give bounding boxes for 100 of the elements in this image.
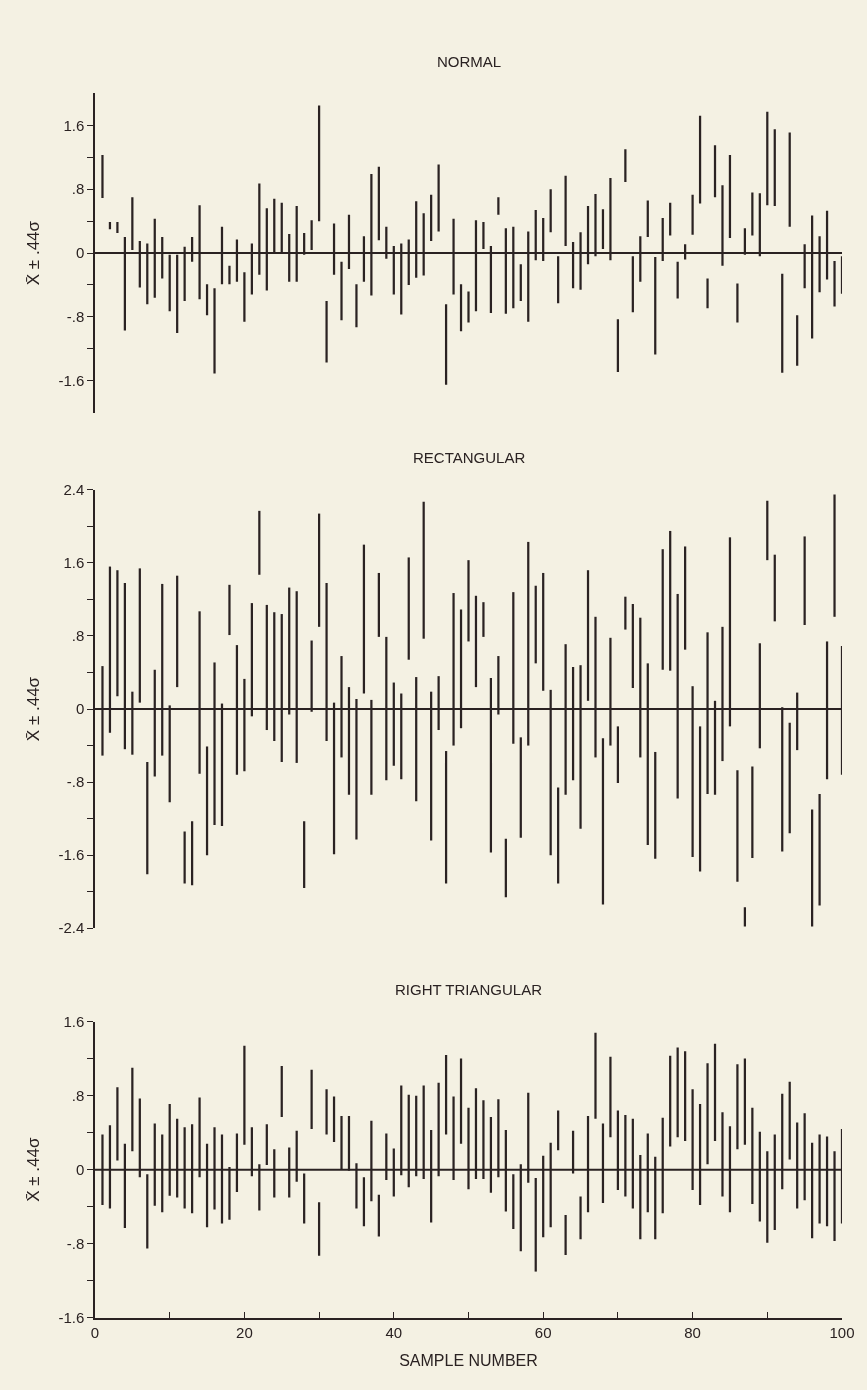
bar: [116, 570, 119, 697]
y-tick-label: 2.4: [63, 481, 85, 499]
bar: [243, 272, 246, 322]
bar: [377, 572, 380, 637]
bar: [482, 602, 485, 637]
bar: [243, 1045, 246, 1145]
bar: [818, 793, 821, 906]
bar: [669, 1055, 672, 1147]
bar: [684, 546, 687, 650]
y-tick-label: 1.6: [63, 554, 85, 572]
bar: [557, 1110, 560, 1151]
bar: [698, 726, 702, 872]
x-tick-label: 100: [829, 1323, 855, 1341]
bar: [497, 197, 500, 215]
bar: [467, 560, 470, 642]
chart-title: RECTANGULAR: [413, 449, 526, 466]
bar: [138, 568, 141, 703]
bar: [713, 145, 717, 198]
bar: [691, 194, 694, 235]
bar: [190, 821, 194, 886]
bar: [706, 1063, 709, 1165]
x-tick-label: 60: [534, 1323, 552, 1341]
bar: [482, 221, 485, 250]
bar: [265, 1124, 268, 1166]
bar: [736, 1064, 739, 1150]
y-axis-title: X̄ ± .44σ: [24, 676, 44, 742]
bar: [751, 192, 754, 236]
bar: [437, 164, 440, 232]
bar: [340, 261, 343, 321]
y-tick-label: -.8: [66, 1235, 85, 1253]
bar: [131, 197, 134, 250]
y-tick-label: 0: [75, 700, 85, 718]
bar: [444, 304, 448, 385]
y-tick-label: 1.6: [63, 116, 85, 134]
bar: [116, 1087, 119, 1161]
bar: [444, 1054, 448, 1135]
y-tick-label: .8: [71, 1086, 85, 1104]
y-tick-label: 1.6: [63, 1012, 85, 1030]
bar: [228, 584, 231, 636]
x-axis-title: SAMPLE NUMBER: [399, 1352, 538, 1370]
bar: [519, 264, 522, 301]
y-tick-label: -.8: [66, 308, 85, 326]
y-tick-label: -.8: [66, 773, 85, 791]
bar: [654, 751, 657, 859]
bar: [564, 175, 567, 246]
bar: [840, 256, 842, 294]
bar: [579, 1196, 582, 1240]
bar: [355, 284, 358, 328]
y-tick-label: .8: [71, 180, 85, 198]
bar: [310, 220, 313, 250]
bar: [116, 221, 119, 234]
bar: [519, 737, 522, 838]
bar: [407, 557, 410, 660]
bar: [534, 1178, 537, 1272]
chart-title: NORMAL: [437, 53, 502, 70]
bar: [609, 1056, 612, 1138]
bar: [624, 149, 627, 183]
bar: [325, 300, 328, 363]
y-axis-title: X̄ ± .44σ: [24, 220, 44, 286]
bar: [205, 746, 209, 856]
bar: [706, 278, 709, 309]
y-tick-label: -1.6: [58, 1309, 85, 1327]
y-tick-label: -2.4: [58, 919, 85, 937]
bar: [616, 726, 620, 783]
bar: [669, 202, 672, 236]
bar: [616, 319, 620, 373]
bar: [646, 200, 649, 238]
x-tick-label: 20: [236, 1323, 253, 1341]
y-tick-label: -1.6: [58, 372, 85, 390]
y-tick-label: 0: [75, 1160, 85, 1178]
bar: [833, 261, 836, 307]
bar: [467, 291, 470, 323]
bar: [325, 1089, 328, 1135]
bar: [684, 1051, 687, 1142]
y-tick-label: 0: [75, 244, 85, 262]
bar: [317, 1202, 321, 1256]
bar: [803, 536, 806, 625]
x-tick-label: 40: [385, 1323, 403, 1341]
y-tick-label: -1.6: [58, 846, 85, 864]
y-axis-title: X̄ ± .44σ: [24, 1137, 44, 1202]
bar: [303, 821, 306, 889]
bar: [601, 209, 605, 250]
bar: [833, 494, 836, 617]
bar: [564, 1215, 567, 1255]
bar: [512, 1174, 515, 1229]
bar: [258, 510, 261, 575]
bar: [676, 261, 679, 299]
bar: [796, 315, 799, 366]
chart-title: RIGHT TRIANGULAR: [395, 981, 543, 998]
bar: [631, 256, 634, 313]
bar: [228, 265, 231, 285]
bar: [594, 1032, 597, 1119]
bar: [773, 129, 776, 206]
bar: [736, 770, 739, 882]
y-tick-label: .8: [71, 627, 85, 645]
bar: [736, 283, 739, 323]
x-tick-label: 0: [90, 1323, 100, 1341]
bar: [788, 1081, 791, 1160]
bar: [459, 284, 463, 332]
x-tick-label: 80: [684, 1323, 701, 1341]
